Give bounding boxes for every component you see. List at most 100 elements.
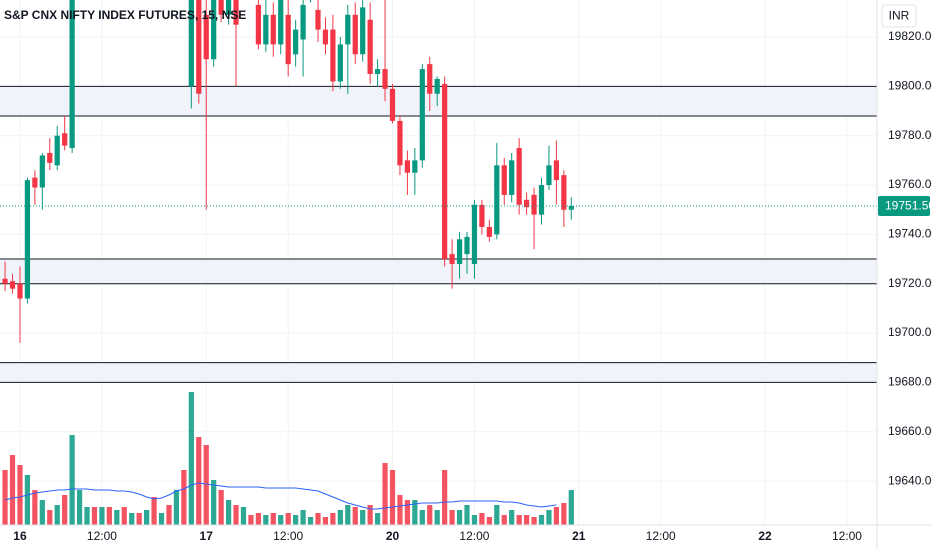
volume-bar (255, 513, 261, 525)
x-tick-label: 12:00 (646, 529, 676, 543)
y-tick-label: 19700.00 (888, 325, 932, 339)
candle-body (479, 204, 485, 227)
candle-body (285, 14, 291, 65)
volume-bar (315, 513, 321, 525)
y-tick-label: 19800.00 (888, 79, 932, 93)
candle-body (54, 135, 60, 166)
candle-body (293, 29, 299, 55)
y-tick-label: 19720.00 (888, 276, 932, 290)
volume-bar (486, 517, 492, 525)
volume-bar (24, 475, 31, 525)
candle-body (494, 165, 500, 235)
volume-bar (322, 517, 329, 525)
volume-bar (374, 513, 381, 525)
candle-body (427, 64, 433, 94)
last-price-label: 19751.50 (885, 199, 932, 213)
volume-bar (337, 510, 343, 525)
currency-label: INR (889, 9, 910, 23)
volume-bar (196, 437, 202, 525)
volume-bar (91, 507, 98, 525)
zone (0, 362, 877, 383)
volume-bar (568, 490, 574, 525)
volume-bar (382, 463, 388, 525)
volume-bar (32, 490, 38, 525)
candle-body (17, 283, 23, 299)
candle-body (449, 254, 455, 264)
volume-bar (419, 510, 425, 525)
volume-bar (546, 510, 552, 525)
volume-bar (203, 445, 209, 525)
volume-bar (434, 510, 440, 525)
candle-body (24, 180, 31, 299)
candle-body (367, 19, 373, 75)
candle-body (300, 4, 306, 40)
candle-body (509, 160, 515, 195)
volume-bar (471, 515, 478, 525)
volume-bar (84, 507, 90, 525)
volume-bar (76, 490, 83, 525)
candle-body (62, 133, 68, 146)
candle-body (419, 69, 425, 161)
x-tick-label: 17 (200, 529, 214, 543)
x-tick-label: 21 (572, 529, 586, 543)
candle-body (434, 78, 440, 94)
volume-bar (442, 470, 448, 525)
volume-bar (151, 497, 157, 525)
volume-bar (509, 510, 515, 525)
x-tick-label: 12:00 (273, 529, 303, 543)
volume-bar (352, 507, 358, 525)
volume-bar (561, 503, 567, 525)
candle-body (516, 148, 522, 205)
candle-body (203, 14, 209, 60)
candle-body (553, 160, 560, 181)
volume-bar (181, 470, 187, 525)
volume-bar (263, 515, 269, 525)
candle-body (374, 69, 381, 75)
volume-bar (17, 465, 23, 525)
volume-bar (360, 510, 366, 525)
volume-bar (300, 510, 306, 525)
candle-body (382, 69, 388, 89)
candle-body (2, 278, 8, 284)
currency-box[interactable] (881, 4, 917, 28)
candle-body (397, 120, 403, 166)
volume-bar (494, 505, 500, 525)
zone (0, 259, 877, 284)
candle-body (464, 236, 470, 255)
chart-title: S&P CNX NIFTY INDEX FUTURES, 15, NSE (4, 8, 246, 22)
candle-body (568, 206, 574, 210)
volume-bar (404, 500, 411, 525)
volume-bar (233, 505, 239, 525)
x-tick-label: 12:00 (832, 529, 862, 543)
candle-body (360, 7, 366, 55)
candle-body (196, 0, 202, 94)
candle-body (412, 160, 418, 173)
volume-bar (211, 480, 217, 525)
volume-bar (307, 517, 314, 525)
volume-bar (523, 515, 530, 525)
volume-pane (2, 392, 574, 525)
volume-bar (293, 515, 299, 525)
candle-body (337, 44, 343, 82)
candle-body (233, 0, 239, 25)
y-tick-label: 19760.00 (888, 177, 932, 191)
candle-body (39, 155, 45, 188)
candle-body (211, 0, 217, 60)
volume-bar (464, 505, 470, 525)
y-tick-label: 19740.00 (888, 227, 932, 241)
y-tick-label: 19680.00 (888, 375, 932, 389)
volume-bar (248, 515, 254, 525)
candle-body (315, 9, 321, 30)
candle-body (69, 0, 75, 149)
volume-bar (47, 510, 53, 525)
volume-bar (106, 507, 112, 525)
zones (0, 85, 877, 383)
volume-bar (367, 505, 373, 525)
volume-bar (270, 513, 276, 525)
volume-bar (144, 510, 150, 525)
volume-bar (389, 470, 396, 525)
candle-body (32, 177, 38, 188)
volume-bar (225, 500, 232, 525)
volume-bar (2, 470, 8, 525)
